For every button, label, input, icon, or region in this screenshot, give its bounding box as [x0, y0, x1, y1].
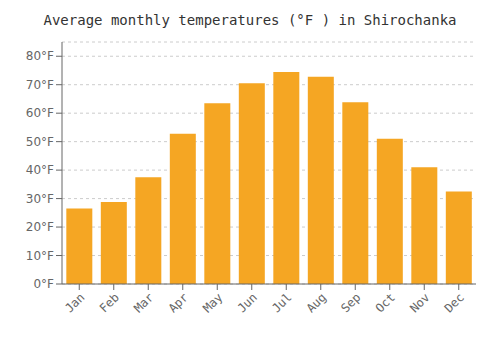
svg-text:Dec: Dec [442, 290, 467, 315]
svg-text:Feb: Feb [97, 290, 122, 315]
svg-text:30°F: 30°F [26, 192, 54, 206]
svg-text:Apr: Apr [166, 290, 191, 315]
html-text:Average monthly temperatures (: Average monthly temperatures (°F ) in Sh… [43, 12, 457, 28]
svg-text:Jun: Jun [235, 290, 260, 315]
svg-text:Jul: Jul [269, 290, 294, 315]
svg-text:40°F: 40°F [26, 163, 54, 177]
svg-text:Mar: Mar [131, 290, 156, 315]
svg-text:80°F: 80°F [26, 49, 54, 63]
svg-text:Oct: Oct [373, 290, 398, 315]
svg-text:10°F: 10°F [26, 249, 54, 263]
svg-text:50°F: 50°F [26, 135, 54, 149]
svg-text:0°F: 0°F [33, 277, 54, 291]
svg-text:20°F: 20°F [26, 220, 54, 234]
svg-text:Jan: Jan [62, 290, 87, 315]
svg-text:70°F: 70°F [26, 78, 54, 92]
svg-text:May: May [200, 290, 225, 315]
svg-text:Nov: Nov [407, 290, 432, 315]
svg-text:Sep: Sep [338, 290, 363, 315]
svg-text:60°F: 60°F [26, 106, 54, 120]
svg-text:Aug: Aug [304, 290, 329, 315]
